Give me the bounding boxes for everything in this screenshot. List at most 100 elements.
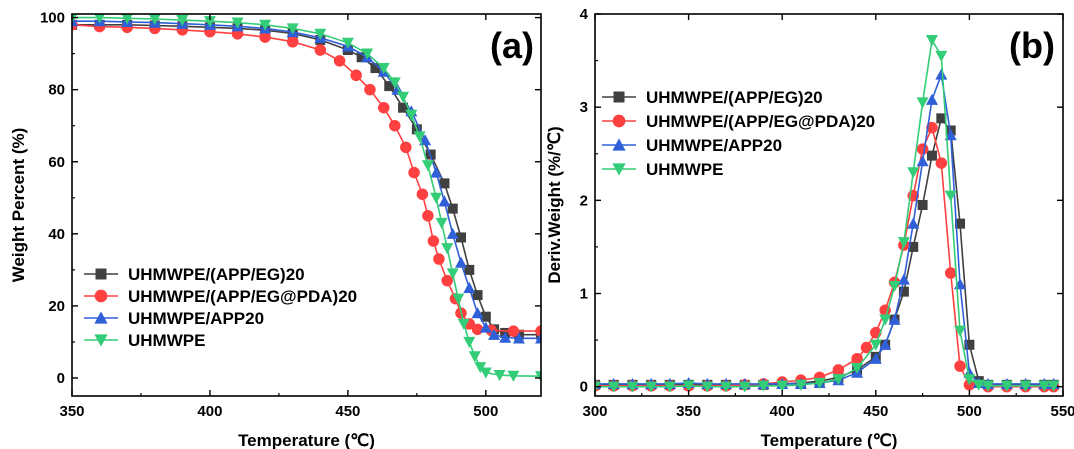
- data-point-3-10: [776, 380, 789, 392]
- data-point-3-9: [757, 380, 770, 392]
- data-point-3-12: [377, 62, 390, 75]
- x-tick-label-0: 350: [59, 403, 84, 420]
- data-point-1-21: [441, 274, 453, 287]
- data-point-2-19: [454, 256, 467, 268]
- y-tick-label-4: 80: [48, 82, 65, 99]
- legend: UHMWPE/(APP/EG)20 UHMWPE/(APP/EG@PDA)20 UH…: [602, 88, 875, 179]
- chart-panel-b: 300 350 400 450 500 550 0 1 2 3 4 Temperature (℃) De…: [545, 6, 1074, 449]
- data-point-0-18: [898, 286, 909, 297]
- data-point-1-12: [364, 83, 376, 96]
- y-tick-label-5: 100: [40, 10, 65, 27]
- data-point-3-8: [286, 23, 299, 35]
- data-point-0-21: [926, 150, 937, 161]
- data-point-3-5: [203, 16, 216, 28]
- data-point-3-23: [457, 318, 470, 330]
- data-point-2-17: [888, 313, 901, 325]
- data-point-1-27: [507, 325, 520, 337]
- data-point-3-3: [645, 381, 658, 393]
- data-point-3-24: [954, 325, 967, 337]
- y-tick-label-0: 0: [57, 370, 65, 387]
- data-point-3-22: [452, 293, 465, 305]
- data-point-2-16: [430, 166, 443, 178]
- data-point-3-25: [468, 351, 481, 363]
- data-point-3-25: [963, 374, 976, 386]
- data-point-3-30: [1038, 380, 1051, 392]
- data-point-0-12: [370, 63, 381, 74]
- data-point-3-27: [982, 380, 995, 392]
- data-point-2-21: [471, 307, 484, 319]
- data-point-3-30: [535, 371, 541, 383]
- series-3: [595, 34, 1060, 393]
- data-point-3-16: [879, 314, 892, 326]
- data-point-2-22: [935, 68, 948, 80]
- data-point-3-14: [851, 362, 864, 375]
- x-tick-label-3: 500: [473, 403, 498, 420]
- data-point-2-17: [438, 195, 451, 207]
- data-point-3-31: [1047, 380, 1060, 392]
- data-point-2-18: [897, 273, 910, 285]
- data-point-2-23: [488, 328, 501, 340]
- legend-label-1: UHMWPE/(APP/EG@PDA)20: [646, 112, 875, 131]
- y-tick-label-0: 0: [580, 379, 588, 396]
- y-axis-label: Weight Percent (%): [9, 128, 28, 283]
- legend-marker-3: [94, 334, 108, 347]
- data-point-0-19: [455, 232, 466, 243]
- y-tick-label-4: 4: [580, 6, 589, 23]
- data-point-2-19: [907, 217, 920, 229]
- data-point-0-13: [384, 81, 395, 92]
- legend-marker-2: [94, 311, 108, 324]
- y-tick-label-2: 2: [580, 192, 588, 209]
- data-point-1-11: [350, 69, 362, 82]
- y-tick-label-1: 1: [580, 286, 588, 303]
- data-point-1-16: [408, 166, 420, 179]
- legend: UHMWPE/(APP/EG)20 UHMWPE/(APP/EG@PDA)20 UH…: [84, 265, 357, 350]
- data-point-3-0: [72, 14, 78, 24]
- data-point-3-24: [463, 336, 476, 348]
- data-point-3-21: [925, 34, 938, 47]
- data-point-0-18: [447, 203, 458, 214]
- y-tick-label-2: 40: [48, 226, 65, 243]
- legend-marker-0: [613, 91, 625, 103]
- y-axis-label: Deriv.Weight (%/℃): [545, 126, 564, 283]
- data-point-3-18: [897, 237, 910, 249]
- data-point-3-4: [176, 15, 189, 27]
- data-point-3-26: [972, 379, 985, 391]
- data-point-2-20: [916, 155, 929, 167]
- data-point-3-22: [935, 50, 948, 62]
- data-point-1-17: [416, 188, 429, 200]
- data-point-3-8: [738, 381, 751, 393]
- plot-frame: [594, 13, 1064, 397]
- data-point-1-14: [389, 119, 401, 132]
- data-point-3-1: [94, 14, 105, 24]
- data-point-3-29: [1019, 380, 1032, 392]
- x-tick-label-1: 350: [676, 403, 701, 420]
- data-point-2-15: [869, 352, 882, 364]
- data-point-1-7: [259, 31, 271, 43]
- legend-label-3: UHMWPE: [646, 160, 723, 179]
- data-point-1-22: [926, 121, 938, 134]
- data-point-2-16: [879, 338, 892, 350]
- data-point-3-7: [259, 19, 272, 31]
- legend-label-2: UHMWPE/APP20: [646, 136, 782, 155]
- data-point-3-20: [916, 97, 929, 109]
- data-point-3-11: [794, 379, 807, 391]
- data-point-3-19: [435, 217, 448, 230]
- legend-marker-2: [612, 138, 626, 151]
- data-point-3-28: [493, 369, 506, 382]
- data-point-3-20: [441, 243, 454, 255]
- data-point-3-28: [1000, 380, 1013, 392]
- legend-label-2: UHMWPE/APP20: [128, 309, 264, 328]
- panel-label: (a): [490, 25, 534, 66]
- data-point-3-16: [413, 131, 426, 143]
- data-point-1-24: [944, 267, 957, 279]
- legend-marker-1: [612, 114, 626, 128]
- data-point-3-0: [595, 381, 601, 393]
- data-point-1-28: [535, 325, 541, 337]
- data-point-0-25: [964, 339, 975, 350]
- x-tick-label-2: 400: [770, 403, 795, 420]
- y-tick-label-3: 60: [48, 154, 65, 171]
- data-point-1-25: [471, 323, 484, 336]
- data-point-0-22: [480, 311, 491, 322]
- data-point-1-20: [433, 253, 445, 265]
